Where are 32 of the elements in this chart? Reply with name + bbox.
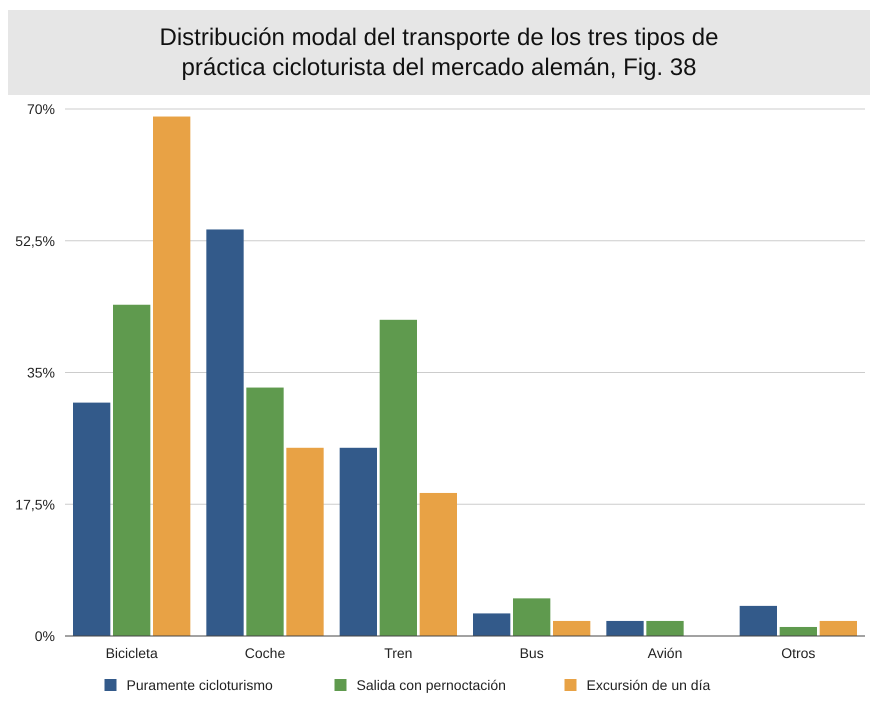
legend-label: Puramente cicloturismo [126, 677, 273, 693]
bar [113, 304, 150, 636]
bar [246, 388, 284, 636]
bar [513, 598, 550, 636]
bar [740, 606, 777, 636]
y-tick-label: 0% [34, 628, 55, 644]
legend-label: Salida con pernoctación [356, 677, 506, 693]
legend-label: Excursión de un día [586, 677, 710, 693]
bar [553, 620, 590, 636]
chart-title: Distribución modal del transporte de los tres tipos de práctica cicloturista del mercado alemán, Fig. 38 [160, 24, 718, 81]
x-tick-label: Tren [384, 645, 412, 661]
bar [153, 116, 190, 636]
x-tick-label: Otros [781, 645, 816, 661]
y-tick-label: 70% [26, 101, 55, 117]
y-tick-label: 17,5% [15, 496, 55, 512]
bar [73, 402, 110, 636]
y-tick-label: 52,5% [15, 232, 55, 249]
bar [420, 492, 457, 636]
x-tick-label: Coche [244, 645, 286, 661]
bar [206, 229, 244, 636]
x-tick-label: Bicicleta [106, 645, 158, 661]
bar [473, 613, 510, 636]
bar [286, 448, 324, 636]
y-tick-label: 35% [26, 364, 55, 380]
x-tick-label: Avión [648, 645, 682, 661]
bar [820, 620, 857, 636]
bar [380, 320, 417, 636]
bar [606, 620, 644, 636]
x-tick-label: Bus [520, 645, 544, 661]
bar [780, 626, 817, 636]
bar [646, 620, 684, 636]
bar [340, 448, 377, 636]
